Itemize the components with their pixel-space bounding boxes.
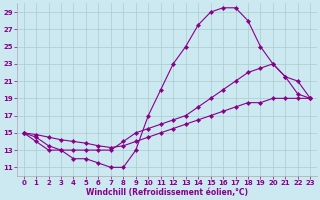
- X-axis label: Windchill (Refroidissement éolien,°C): Windchill (Refroidissement éolien,°C): [86, 188, 248, 197]
